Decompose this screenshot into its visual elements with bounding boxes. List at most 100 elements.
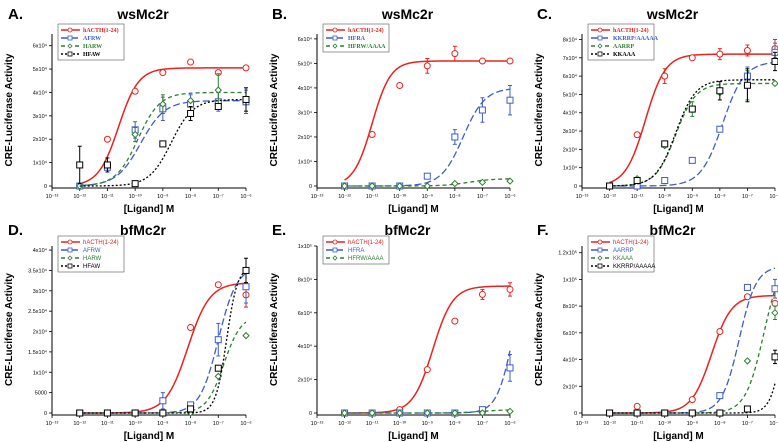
y-tick-label: 2.5x10⁴ <box>28 308 48 315</box>
legend-entry: KKAAA <box>613 52 636 58</box>
data-point <box>76 161 84 169</box>
x-tick-label: 10⁻¹² <box>73 421 86 427</box>
y-tick-label: 3x10⁴ <box>33 288 48 295</box>
legend-marker <box>332 247 338 253</box>
data-point <box>478 178 487 187</box>
legend-marker <box>332 239 338 245</box>
legend: hACTH(1-24) HFRA HFRW/AAAA <box>322 23 390 53</box>
y-tick-label: 2x10⁴ <box>563 383 578 390</box>
legend-entry: hACTH(1-24) <box>613 27 649 34</box>
legend-marker <box>67 43 73 49</box>
series-hacth-1-24- <box>341 282 514 417</box>
data-point <box>76 409 84 417</box>
data-point <box>771 353 778 361</box>
data-point <box>506 364 514 372</box>
x-tick-label: 10⁻⁸ <box>714 420 725 427</box>
x-tick-label: 10⁻⁷ <box>213 420 224 427</box>
data-point <box>606 182 614 190</box>
legend-marker <box>597 51 603 57</box>
y-axis-title: CRE-Luciferase Activity <box>269 273 280 386</box>
data-point <box>478 290 486 298</box>
x-tick-label: 10⁻⁷ <box>477 420 488 427</box>
y-tick-label: 4x10⁴ <box>563 357 578 364</box>
panel-title: bfMc2r <box>120 222 166 238</box>
data-point <box>159 69 167 77</box>
data-point <box>506 96 514 104</box>
data-point <box>478 57 486 65</box>
series-hacth-1-24- <box>341 45 514 190</box>
data-point <box>131 130 139 139</box>
legend-entry: KKAAA <box>613 256 633 262</box>
series-aarrp <box>605 70 778 190</box>
data-point <box>478 409 487 417</box>
data-point <box>661 72 669 80</box>
data-point <box>771 299 778 307</box>
data-point <box>661 140 669 148</box>
legend-entry: HARW <box>83 44 102 50</box>
data-point <box>159 409 167 417</box>
x-axis-title: [Ligand] M <box>124 431 175 442</box>
data-point <box>340 182 349 190</box>
legend-marker <box>332 27 338 33</box>
panel-title: bfMc2r <box>385 222 431 238</box>
y-tick-label: 2x10⁴ <box>298 134 313 141</box>
y-tick-label: 5x10⁴ <box>563 91 578 98</box>
y-tick-label: 0 <box>44 184 47 190</box>
fit-curve <box>609 294 776 414</box>
y-tick-label: 3.5x10⁴ <box>28 267 48 274</box>
data-point <box>661 409 669 417</box>
y-tick-label: 3x10⁴ <box>563 128 578 135</box>
x-tick-label: 10⁻⁶ <box>769 420 778 427</box>
data-point <box>214 281 222 289</box>
fit-curve <box>79 269 247 414</box>
y-tick-label: 2x10⁴ <box>33 329 48 336</box>
x-tick-label: 10⁻¹² <box>603 194 616 200</box>
y-tick-label: 1.2x10⁵ <box>558 250 577 257</box>
data-point <box>743 357 752 365</box>
data-point <box>131 180 139 188</box>
x-tick-label: 10⁻⁷ <box>742 420 753 427</box>
legend-marker <box>67 247 73 253</box>
y-tick-label: 5x10⁴ <box>33 66 48 73</box>
data-point <box>423 62 431 70</box>
x-tick-label: 10⁻¹¹ <box>101 421 114 427</box>
data-point <box>451 50 459 58</box>
data-point <box>633 402 641 410</box>
legend-marker <box>67 255 73 261</box>
data-point <box>187 405 195 413</box>
legend-entry: AARRP <box>613 44 634 50</box>
y-tick-label: 6x10⁴ <box>563 73 578 80</box>
panel-label: E. <box>272 222 286 239</box>
data-point <box>103 161 111 169</box>
legend-entry: hACTH(1-24) <box>613 240 649 246</box>
data-point <box>451 409 459 417</box>
x-axis-title: [Ligand] M <box>124 204 175 215</box>
data-point <box>396 81 404 89</box>
x-tick-label: 10⁻¹² <box>603 421 616 427</box>
x-tick-label: 10⁻¹² <box>338 421 351 427</box>
data-point <box>187 58 195 66</box>
x-tick-label: 10⁻¹³ <box>46 194 59 200</box>
y-tick-label: 4x10⁴ <box>33 89 48 96</box>
panel-label: D. <box>8 222 23 239</box>
data-point <box>368 409 376 417</box>
series-kkaaa <box>606 51 778 190</box>
data-point <box>131 409 139 417</box>
legend-marker <box>67 51 73 57</box>
data-point <box>633 177 641 185</box>
fit-curve <box>344 285 510 414</box>
data-point <box>716 50 724 58</box>
y-tick-label: 6x10⁴ <box>563 330 578 337</box>
series-hfrw-aaaa <box>340 177 514 190</box>
fit-curve <box>344 60 510 181</box>
x-tick-label: 10⁻¹⁰ <box>658 193 672 200</box>
y-tick-label: 0 <box>44 411 47 417</box>
data-point <box>743 405 751 413</box>
series-hfaw <box>76 257 250 417</box>
series-hfaw <box>76 87 250 188</box>
data-point <box>688 54 696 62</box>
panel-title: wsMc2r <box>381 6 434 22</box>
data-point <box>396 182 404 190</box>
x-tick-label: 10⁻⁹ <box>157 193 168 200</box>
legend-entry: HFRA <box>348 248 364 254</box>
